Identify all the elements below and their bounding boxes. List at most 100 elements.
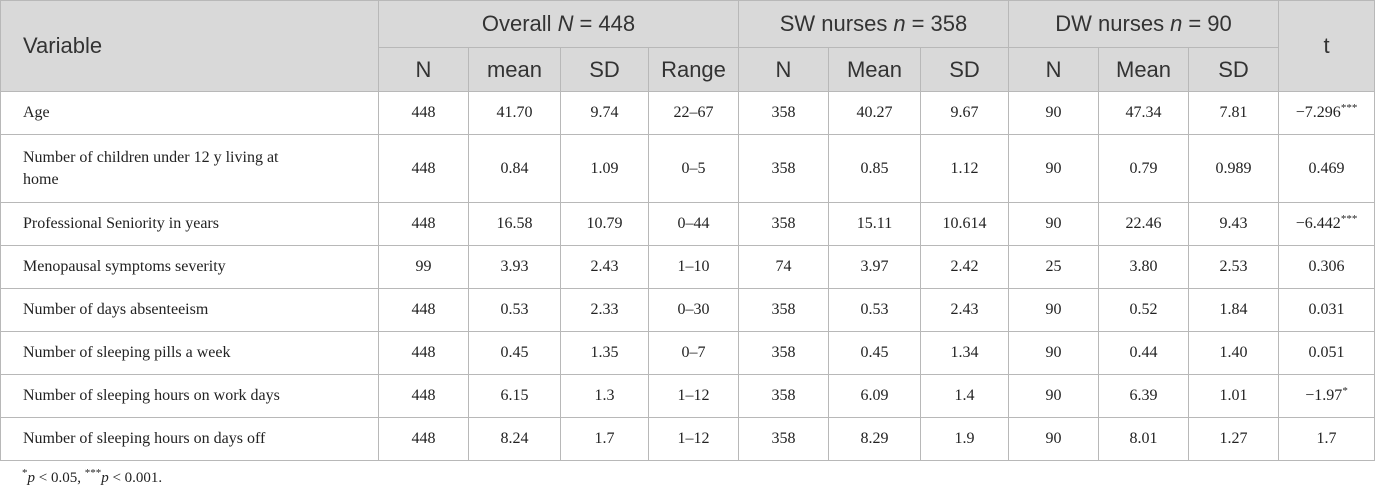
value-cell: 358 <box>738 91 829 135</box>
t-value: 1.7 <box>1316 430 1337 447</box>
value-cell: 25 <box>1008 245 1100 289</box>
value-cell: 9.43 <box>1188 202 1280 246</box>
value-cell: 9.74 <box>560 91 649 135</box>
value-cell: 448 <box>378 331 469 375</box>
t-cell: −7.296*** <box>1278 91 1375 135</box>
value-cell: 90 <box>1008 134 1100 203</box>
subheader-cell: SD <box>1188 47 1280 92</box>
header-cell: Variable <box>0 0 379 92</box>
value-cell: 15.11 <box>828 202 921 246</box>
value-cell: 0.79 <box>1098 134 1190 203</box>
group-symbol: n <box>1170 11 1183 36</box>
value-cell: 0.84 <box>468 134 561 203</box>
value-cell: 1.01 <box>1188 374 1280 418</box>
value-cell: 0–5 <box>648 134 739 203</box>
footnote-part: < 0.05, <box>35 470 85 486</box>
header-cell: t <box>1278 0 1375 92</box>
t-value: −6.442 <box>1295 215 1341 232</box>
significance: * <box>1342 385 1348 397</box>
value-cell: 10.79 <box>560 202 649 246</box>
t-cell: 0.031 <box>1278 288 1375 332</box>
value-cell: 6.09 <box>828 374 921 418</box>
value-cell: 1.27 <box>1188 417 1280 461</box>
value-cell: 358 <box>738 417 829 461</box>
footnote-part: *** <box>84 467 102 479</box>
value-cell: 0–30 <box>648 288 739 332</box>
footnote-part: < 0.001. <box>108 470 163 486</box>
value-cell: 1.4 <box>919 374 1010 418</box>
value-cell: 99 <box>378 245 469 289</box>
t-cell: 0.051 <box>1278 331 1375 375</box>
group-header: DW nurses n = 90 <box>1008 0 1280 48</box>
t-cell: −6.442*** <box>1278 202 1375 246</box>
group-text: DW nurses <box>1055 11 1165 36</box>
value-cell: 0.45 <box>828 331 921 375</box>
value-cell: 9.67 <box>919 91 1010 135</box>
value-cell: 1.7 <box>560 417 649 461</box>
value-cell: 358 <box>738 374 829 418</box>
t-cell: 0.306 <box>1278 245 1375 289</box>
value-cell: 448 <box>378 374 469 418</box>
group-text: SW nurses <box>779 11 888 36</box>
footnote-part: p <box>27 470 36 486</box>
value-cell: 10.614 <box>919 202 1010 246</box>
value-cell: 1.84 <box>1188 288 1280 332</box>
value-cell: 90 <box>1008 91 1100 135</box>
subheader-cell: N <box>378 47 469 92</box>
t-value: −1.97 <box>1305 387 1343 404</box>
value-cell: 448 <box>378 417 469 461</box>
subheader-cell: SD <box>560 47 649 92</box>
significance: *** <box>1340 102 1358 114</box>
value-cell: 358 <box>738 288 829 332</box>
table-row: Number of sleeping pills a week 448 0.45 1.… <box>0 331 1375 375</box>
subheader-cell: Range <box>648 47 739 92</box>
value-cell: 1.35 <box>560 331 649 375</box>
t-value: 0.306 <box>1308 258 1345 275</box>
subheader-cell: Mean <box>828 47 921 92</box>
group-header: SW nurses n = 358 <box>737 0 1010 48</box>
value-cell: 2.43 <box>560 245 649 289</box>
subheader-cell: N <box>738 47 829 92</box>
variable-cell: Professional Seniority in years <box>0 202 379 246</box>
value-cell: 6.39 <box>1098 374 1190 418</box>
value-cell: 90 <box>1008 331 1100 375</box>
value-cell: 3.80 <box>1098 245 1190 289</box>
value-cell: 0.989 <box>1188 134 1280 203</box>
value-cell: 22–67 <box>648 91 739 135</box>
value-cell: 6.15 <box>468 374 561 418</box>
group-eq: = 90 <box>1188 11 1232 36</box>
value-cell: 0.52 <box>1098 288 1190 332</box>
value-cell: 1.3 <box>560 374 649 418</box>
group-symbol: N <box>557 11 574 36</box>
value-cell: 90 <box>1008 374 1100 418</box>
table-row: Number of sleeping hours on days off 448 8… <box>0 417 1375 461</box>
value-cell: 8.01 <box>1098 417 1190 461</box>
t-value: 0.469 <box>1308 159 1345 177</box>
value-cell: 90 <box>1008 417 1100 461</box>
table-row: Age 448 41.70 9.74 22–67 358 40.27 9.67 90 47.34 7… <box>0 91 1375 135</box>
value-cell: 74 <box>738 245 829 289</box>
value-cell: 1.09 <box>560 134 649 203</box>
value-cell: 2.42 <box>919 245 1010 289</box>
value-cell: 2.53 <box>1188 245 1280 289</box>
value-cell: 358 <box>738 331 829 375</box>
data-table: Variable Overall N = 448 SW nurses n = 358 DW n… <box>0 0 1375 461</box>
value-cell: 16.58 <box>468 202 561 246</box>
value-cell: 358 <box>738 134 829 203</box>
t-cell: −1.97* <box>1278 374 1375 418</box>
significance: *** <box>1340 213 1358 225</box>
value-cell: 0–44 <box>648 202 739 246</box>
value-cell: 3.97 <box>828 245 921 289</box>
value-cell: 0.53 <box>828 288 921 332</box>
value-cell: 3.93 <box>468 245 561 289</box>
group-text: Overall <box>481 11 552 36</box>
variable-cell: Number of sleeping pills a week <box>0 331 379 375</box>
subheader-cell: N <box>1008 47 1100 92</box>
value-cell: 47.34 <box>1098 91 1190 135</box>
table-row: Menopausal symptoms severity 99 3.93 2.43 1–… <box>0 245 1375 289</box>
value-cell: 1–12 <box>648 417 739 461</box>
group-eq: = 448 <box>579 11 636 36</box>
value-cell: 0–7 <box>648 331 739 375</box>
